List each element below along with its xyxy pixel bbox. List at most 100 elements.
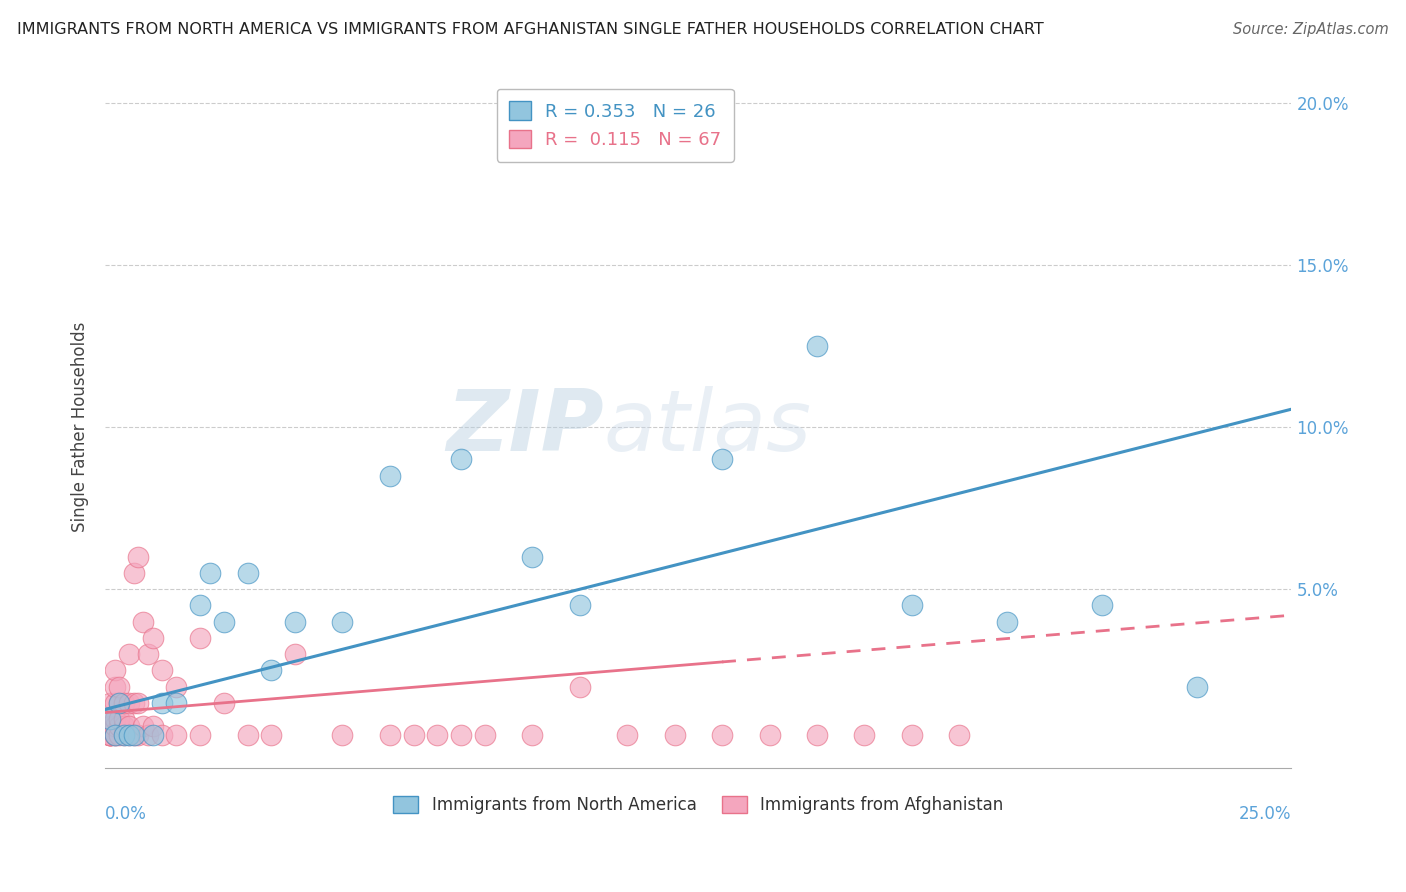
Point <box>901 728 924 742</box>
Point <box>104 664 127 678</box>
Point <box>664 728 686 742</box>
Point <box>108 728 131 742</box>
Point <box>284 615 307 629</box>
Point <box>104 728 127 742</box>
Point <box>98 712 121 726</box>
Point <box>758 728 780 742</box>
Point <box>104 728 127 742</box>
Point <box>118 696 141 710</box>
Point <box>136 647 159 661</box>
Point <box>236 728 259 742</box>
Point <box>332 728 354 742</box>
Text: 0.0%: 0.0% <box>105 805 148 823</box>
Point <box>118 728 141 742</box>
Text: ZIP: ZIP <box>446 385 603 468</box>
Legend: R = 0.353   N = 26, R =  0.115   N = 67: R = 0.353 N = 26, R = 0.115 N = 67 <box>496 88 734 161</box>
Point <box>112 728 135 742</box>
Point <box>127 549 149 564</box>
Point <box>98 728 121 742</box>
Point <box>995 615 1018 629</box>
Point <box>98 696 121 710</box>
Point <box>108 696 131 710</box>
Point <box>118 647 141 661</box>
Point <box>568 680 591 694</box>
Text: 25.0%: 25.0% <box>1239 805 1292 823</box>
Point <box>284 647 307 661</box>
Point <box>118 728 141 742</box>
Point <box>332 615 354 629</box>
Point <box>98 728 121 742</box>
Point <box>136 728 159 742</box>
Point <box>132 615 155 629</box>
Y-axis label: Single Father Households: Single Father Households <box>72 322 89 533</box>
Point <box>568 599 591 613</box>
Text: Source: ZipAtlas.com: Source: ZipAtlas.com <box>1233 22 1389 37</box>
Point <box>806 339 828 353</box>
Point <box>142 631 165 645</box>
Point <box>118 718 141 732</box>
Point <box>150 696 173 710</box>
Point <box>122 566 145 580</box>
Point <box>188 728 211 742</box>
Point <box>236 566 259 580</box>
Point <box>98 718 121 732</box>
Point <box>122 728 145 742</box>
Point <box>150 728 173 742</box>
Point <box>112 696 135 710</box>
Point <box>104 728 127 742</box>
Point <box>98 728 121 742</box>
Point <box>98 728 121 742</box>
Point <box>806 728 828 742</box>
Point <box>104 696 127 710</box>
Point <box>212 696 235 710</box>
Point <box>378 728 401 742</box>
Point <box>450 728 472 742</box>
Point <box>1091 599 1114 613</box>
Point <box>142 718 165 732</box>
Point <box>188 599 211 613</box>
Point <box>112 712 135 726</box>
Point <box>522 728 544 742</box>
Point <box>260 728 283 742</box>
Point <box>711 728 734 742</box>
Point <box>150 664 173 678</box>
Point <box>378 468 401 483</box>
Point <box>112 718 135 732</box>
Point <box>212 615 235 629</box>
Point <box>426 728 449 742</box>
Point <box>122 728 145 742</box>
Point <box>711 452 734 467</box>
Point <box>112 728 135 742</box>
Point <box>522 549 544 564</box>
Point <box>127 696 149 710</box>
Point <box>853 728 876 742</box>
Point <box>104 718 127 732</box>
Point <box>108 712 131 726</box>
Point <box>165 728 187 742</box>
Point <box>402 728 425 742</box>
Point <box>108 696 131 710</box>
Point <box>188 631 211 645</box>
Point <box>198 566 221 580</box>
Point <box>98 712 121 726</box>
Point <box>108 680 131 694</box>
Point <box>104 680 127 694</box>
Point <box>127 728 149 742</box>
Point <box>132 718 155 732</box>
Point <box>142 728 165 742</box>
Point <box>474 728 496 742</box>
Point <box>260 664 283 678</box>
Point <box>122 696 145 710</box>
Point <box>616 728 638 742</box>
Point <box>901 599 924 613</box>
Point <box>104 712 127 726</box>
Point <box>948 728 970 742</box>
Text: atlas: atlas <box>603 385 811 468</box>
Point <box>108 718 131 732</box>
Point <box>450 452 472 467</box>
Point <box>98 728 121 742</box>
Point <box>1185 680 1208 694</box>
Point <box>165 680 187 694</box>
Text: IMMIGRANTS FROM NORTH AMERICA VS IMMIGRANTS FROM AFGHANISTAN SINGLE FATHER HOUSE: IMMIGRANTS FROM NORTH AMERICA VS IMMIGRA… <box>17 22 1043 37</box>
Point <box>165 696 187 710</box>
